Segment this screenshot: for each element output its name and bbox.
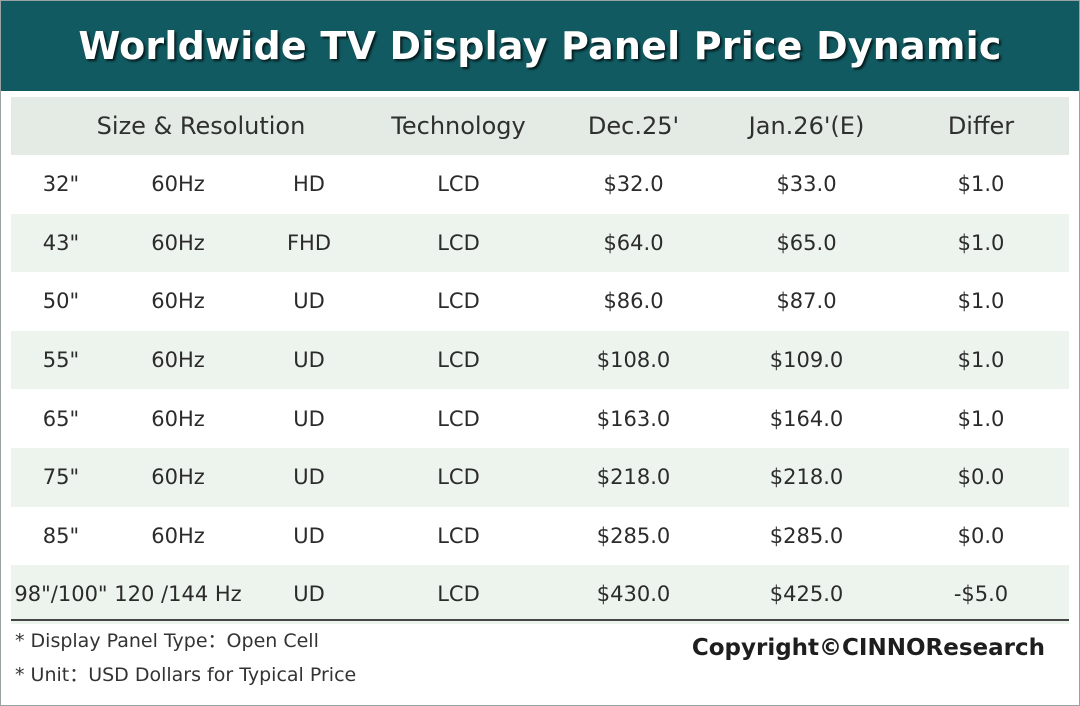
cell-technology: LCD bbox=[437, 406, 480, 431]
cell-jan26e: $218.0 bbox=[769, 465, 844, 490]
table-row: 55" 60Hz UD LCD $108.0 $109.0 $1.0 bbox=[11, 330, 1069, 390]
cell-differ: $1.0 bbox=[957, 172, 1005, 197]
table-row: 85" 60Hz UD LCD $285.0 $285.0 $0.0 bbox=[11, 507, 1069, 566]
cell-jan26e: $109.0 bbox=[769, 348, 844, 373]
cell-refresh: 60Hz bbox=[151, 230, 205, 255]
cell-refresh: 60Hz bbox=[151, 523, 205, 548]
cell-differ: $1.0 bbox=[957, 230, 1005, 255]
title-bar: Worldwide TV Display Panel Price Dynamic bbox=[1, 1, 1079, 91]
cell-size: 85" bbox=[42, 523, 80, 548]
cell-jan26e: $164.0 bbox=[769, 406, 844, 431]
cell-differ: -$5.0 bbox=[953, 582, 1009, 607]
cell-dec25: $32.0 bbox=[603, 172, 664, 197]
cell-jan26e: $285.0 bbox=[769, 523, 844, 548]
cell-differ: $0.0 bbox=[957, 523, 1005, 548]
cell-technology: LCD bbox=[437, 523, 480, 548]
cell-refresh: 60Hz bbox=[151, 289, 205, 314]
cell-differ: $1.0 bbox=[957, 348, 1005, 373]
cell-resolution: FHD bbox=[286, 230, 332, 255]
cell-refresh: 60Hz bbox=[151, 348, 205, 373]
table-row: 43" 60Hz FHD LCD $64.0 $65.0 $1.0 bbox=[11, 213, 1069, 273]
cell-dec25: $430.0 bbox=[596, 582, 671, 607]
price-table: Size & Resolution Technology Dec.25' Jan… bbox=[11, 97, 1069, 624]
cell-jan26e: $425.0 bbox=[769, 582, 844, 607]
cell-size: 75" bbox=[42, 465, 80, 490]
cell-technology: LCD bbox=[437, 289, 480, 314]
cell-dec25: $218.0 bbox=[596, 465, 671, 490]
copyright-text: Copyright©CINNOResearch bbox=[691, 635, 1045, 661]
note-unit: * Unit：USD Dollars for Typical Price bbox=[15, 664, 357, 686]
cell-differ: $0.0 bbox=[957, 465, 1005, 490]
cell-size: 50" bbox=[42, 289, 80, 314]
table-row: 32" 60Hz HD LCD $32.0 $33.0 $1.0 bbox=[11, 155, 1069, 214]
table-row: 75" 60Hz UD LCD $218.0 $218.0 $0.0 bbox=[11, 447, 1069, 507]
header-size-resolution: Size & Resolution bbox=[96, 112, 306, 140]
header-technology: Technology bbox=[391, 112, 526, 140]
cell-size: 65" bbox=[42, 406, 80, 431]
cell-refresh: 120 /144 Hz bbox=[114, 582, 242, 607]
cell-technology: LCD bbox=[437, 348, 480, 373]
cell-resolution: UD bbox=[293, 582, 325, 607]
chart-title: Worldwide TV Display Panel Price Dynamic bbox=[78, 24, 1002, 68]
cell-jan26e: $87.0 bbox=[776, 289, 837, 314]
cell-dec25: $108.0 bbox=[596, 348, 671, 373]
table-body: 32" 60Hz HD LCD $32.0 $33.0 $1.0 43" 60Hz FHD LCD $… bbox=[11, 155, 1069, 624]
cell-dec25: $86.0 bbox=[603, 289, 664, 314]
header-jan26e: Jan.26'(E) bbox=[748, 112, 865, 140]
header-dec25: Dec.25' bbox=[587, 112, 680, 140]
cell-refresh: 60Hz bbox=[151, 465, 205, 490]
table-header-row: Size & Resolution Technology Dec.25' Jan… bbox=[11, 97, 1069, 155]
table-row: 98"/100" 120 /144 Hz UD LCD $430.0 $425.0 -$5.… bbox=[11, 565, 1069, 624]
cell-dec25: $285.0 bbox=[596, 523, 671, 548]
cell-resolution: UD bbox=[293, 523, 325, 548]
table-row: 50" 60Hz UD LCD $86.0 $87.0 $1.0 bbox=[11, 272, 1069, 331]
cell-size: 32" bbox=[42, 172, 80, 197]
cell-resolution: UD bbox=[293, 465, 325, 490]
cell-technology: LCD bbox=[437, 465, 480, 490]
cell-differ: $1.0 bbox=[957, 289, 1005, 314]
cell-resolution: UD bbox=[293, 406, 325, 431]
cell-technology: LCD bbox=[437, 230, 480, 255]
cell-technology: LCD bbox=[437, 582, 480, 607]
cell-jan26e: $65.0 bbox=[776, 230, 837, 255]
cell-dec25: $163.0 bbox=[596, 406, 671, 431]
cell-size: 55" bbox=[42, 348, 80, 373]
note-panel-type: * Display Panel Type：Open Cell bbox=[15, 630, 319, 652]
header-differ: Differ bbox=[947, 112, 1015, 140]
cell-technology: LCD bbox=[437, 172, 480, 197]
cell-resolution: HD bbox=[293, 172, 325, 197]
cell-resolution: UD bbox=[293, 348, 325, 373]
cell-jan26e: $33.0 bbox=[776, 172, 837, 197]
cell-differ: $1.0 bbox=[957, 406, 1005, 431]
table-bottom-rule bbox=[11, 619, 1069, 621]
table-row: 65" 60Hz UD LCD $163.0 $164.0 $1.0 bbox=[11, 389, 1069, 448]
cell-dec25: $64.0 bbox=[603, 230, 664, 255]
cell-resolution: UD bbox=[293, 289, 325, 314]
cell-size: 43" bbox=[42, 230, 80, 255]
cell-size: 98"/100" bbox=[14, 582, 108, 607]
cell-refresh: 60Hz bbox=[151, 172, 205, 197]
cell-refresh: 60Hz bbox=[151, 406, 205, 431]
